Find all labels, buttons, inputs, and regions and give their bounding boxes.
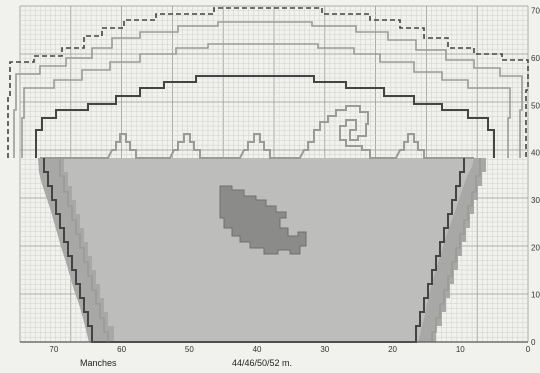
- size-outline-light-inner: [21, 43, 511, 158]
- y-tick-label: 20: [531, 243, 540, 252]
- side-shading-right: [418, 158, 486, 342]
- y-tick-label: 50: [531, 101, 540, 110]
- y-tick-label: 0: [531, 338, 536, 347]
- x-tick-label: 0: [526, 345, 531, 354]
- x-tick-label: 10: [456, 345, 465, 354]
- x-axis-ticks: 70 60 50 40 30 20 10 0: [49, 345, 530, 354]
- wave-motif-outline: [40, 105, 474, 159]
- y-tick-label: 70: [531, 7, 540, 16]
- body-fill-region: [38, 158, 474, 342]
- x-tick-label: 20: [388, 345, 397, 354]
- size-outline-dashed: [7, 7, 529, 158]
- x-tick-label: 40: [253, 345, 262, 354]
- y-tick-label: 10: [531, 291, 540, 300]
- x-tick-label: 50: [185, 345, 194, 354]
- size-outline-light-outer: [13, 21, 523, 158]
- y-axis-ticks: 0 10 20 30 40 50 60 70: [531, 7, 540, 347]
- x-tick-label: 30: [320, 345, 329, 354]
- x-tick-label: 70: [49, 345, 58, 354]
- y-tick-label: 40: [531, 149, 540, 158]
- caption-right: 44/46/50/52 m.: [232, 358, 292, 368]
- sleeve-outline-left-light: [59, 158, 109, 342]
- size-outline-dark: [35, 75, 495, 158]
- bird-motif: [219, 185, 307, 255]
- y-tick-label: 60: [531, 54, 540, 63]
- caption-left: Manches: [80, 358, 117, 368]
- sleeve-outline-right-light: [431, 158, 481, 342]
- x-tick-label: 60: [117, 345, 126, 354]
- y-tick-label: 30: [531, 196, 540, 205]
